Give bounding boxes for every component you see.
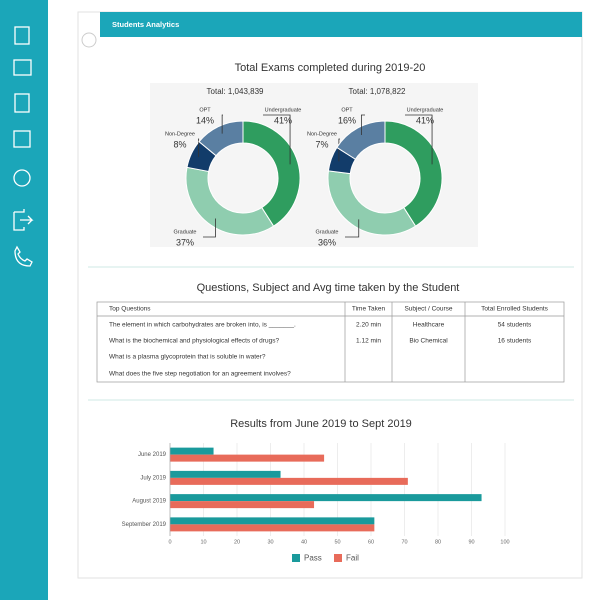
leader-line [345, 219, 360, 238]
column-header: Total Enrolled Students [481, 306, 549, 313]
leader-line [338, 138, 340, 162]
icon-edit[interactable] [14, 26, 30, 45]
y-tick-label: June 2019 [138, 452, 167, 458]
icon-upload[interactable] [14, 93, 30, 113]
section-title: Total Exams completed during 2019-20 [235, 62, 426, 74]
charts: Total: 1,043,839 Undergraduate 41% Graduate… [122, 87, 510, 563]
segment-name: OPT [199, 107, 211, 113]
segment-label: 8% [173, 139, 186, 149]
bar [170, 477, 408, 485]
x-tick-label: 80 [435, 539, 441, 545]
legend-swatch [334, 554, 342, 562]
donut-segment [242, 120, 301, 227]
donut-segment [384, 120, 443, 227]
legend-swatch [292, 554, 300, 562]
segment-label: 14% [196, 115, 214, 125]
column-header: Subject / Course [404, 306, 452, 313]
donut-total: Total: 1,043,839 [207, 87, 264, 96]
leader-line [263, 114, 291, 165]
leader-line [360, 114, 365, 136]
chart-title: Results from June 2019 to Sept 2019 [230, 418, 412, 430]
legend-label: Pass [304, 554, 322, 563]
segment-name: OPT [341, 107, 353, 113]
x-tick-label: 10 [200, 539, 206, 545]
header-tab [81, 32, 97, 48]
x-tick-label: 20 [234, 539, 240, 545]
x-tick-label: 50 [334, 539, 340, 545]
donut-total: Total: 1,078,822 [349, 87, 406, 96]
segment-name: Non-Degree [307, 131, 337, 137]
x-tick-label: 30 [267, 539, 273, 545]
icon-calendar[interactable] [13, 59, 32, 76]
icon-graduate[interactable] [13, 169, 31, 187]
legend-label: Fail [346, 554, 359, 563]
table-cell: The element in which carbohydrates are b… [109, 322, 296, 329]
segment-label: 7% [315, 139, 328, 149]
table-cell: 2.20 min [356, 322, 381, 329]
table-cell: Healthcare [413, 322, 445, 329]
table-cell: What is a plasma glycoprotein that is so… [109, 354, 266, 361]
table-cell: 54 students [498, 322, 532, 329]
x-tick-label: 40 [301, 539, 307, 545]
table-cell: Bio Chemical [409, 338, 448, 345]
header-bar [100, 12, 582, 37]
leader-line [405, 114, 433, 165]
y-tick-label: July 2019 [140, 475, 166, 481]
icon-phone[interactable] [14, 245, 33, 267]
segment-label: 41% [274, 115, 292, 125]
segment-label: 41% [416, 115, 434, 125]
leader-line [221, 114, 223, 134]
column-header: Top Questions [109, 306, 151, 313]
donut-segment [185, 166, 275, 236]
x-tick-label: 60 [368, 539, 374, 545]
header-title: Students Analytics [112, 20, 179, 29]
table-cell: What is the biochemical and physiologica… [109, 338, 279, 345]
y-tick-label: August 2019 [132, 499, 166, 505]
segment-name: Graduate [174, 229, 197, 235]
segment-label: 16% [338, 115, 356, 125]
segment-name: Non-Degree [165, 131, 195, 137]
segment-label: 36% [318, 237, 336, 247]
bar [170, 470, 281, 478]
x-tick-label: 100 [500, 539, 509, 545]
y-tick-label: September 2019 [122, 522, 167, 528]
leader-line [198, 138, 200, 158]
column-header: Time Taken [352, 306, 386, 313]
x-tick-label: 70 [401, 539, 407, 545]
donut-segment [336, 120, 386, 160]
icon-board[interactable] [13, 130, 31, 148]
bar [170, 454, 325, 462]
donut-segment [198, 120, 244, 157]
table-border [96, 301, 565, 383]
table-cell: 1.12 min [356, 338, 381, 345]
segment-name: Graduate [316, 229, 339, 235]
segment-name: Undergraduate [265, 107, 302, 113]
sidebar [0, 0, 48, 600]
bar [170, 517, 375, 525]
bar [170, 447, 214, 455]
bar [170, 524, 375, 532]
segment-name: Undergraduate [407, 107, 444, 113]
x-tick-label: 90 [468, 539, 474, 545]
leader-line [203, 218, 216, 238]
bar [170, 494, 482, 502]
table-cell: 16 students [498, 338, 532, 345]
segment-label: 37% [176, 237, 194, 247]
icon-logout[interactable] [13, 209, 34, 231]
bar [170, 501, 315, 509]
table-cell: What does the five step negotiation for … [109, 371, 291, 378]
section-title: Questions, Subject and Avg time taken by… [197, 282, 460, 294]
x-tick-label: 0 [168, 539, 171, 545]
table: Top Questions Time Taken Subject / Course T… [96, 301, 565, 383]
sidebar-icons [13, 26, 34, 267]
